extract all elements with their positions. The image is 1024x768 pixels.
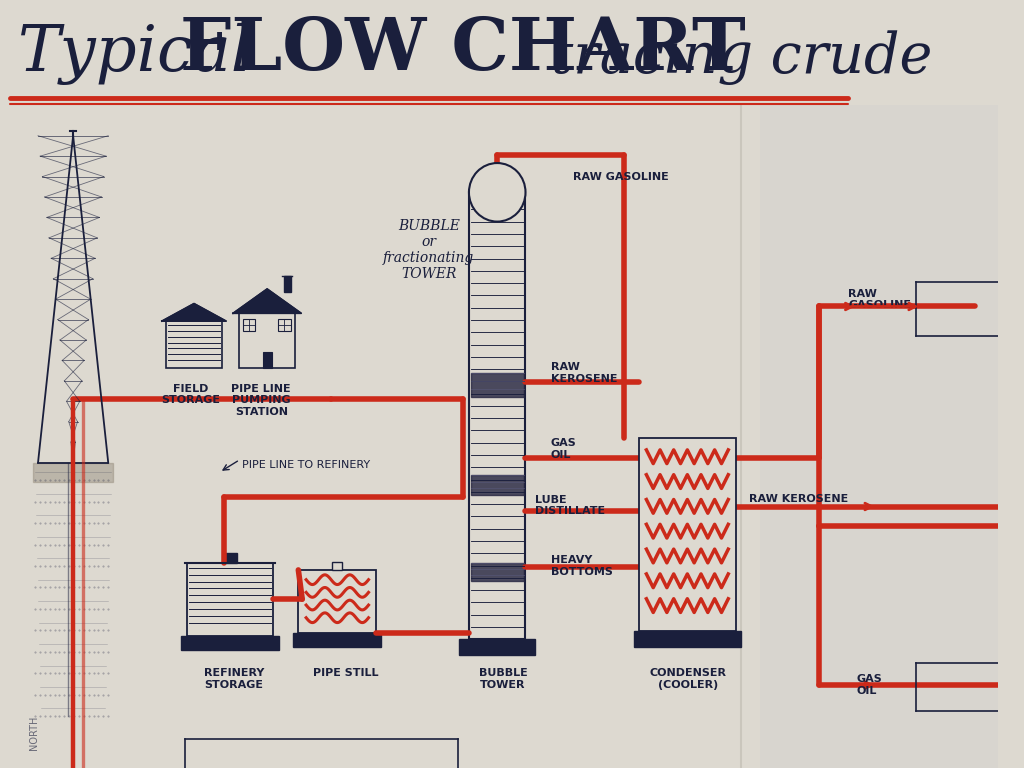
Polygon shape [471,475,523,495]
Bar [243,319,255,331]
Polygon shape [471,563,523,581]
Text: CONDENSER
(COOLER): CONDENSER (COOLER) [650,668,727,690]
Bar [294,634,381,647]
Bar [239,313,295,368]
Text: REFINERY
STORAGE: REFINERY STORAGE [204,668,264,690]
Text: PIPE LINE TO REFINERY: PIPE LINE TO REFINERY [242,460,370,470]
Polygon shape [471,372,523,397]
Text: RAW
KEROSENE: RAW KEROSENE [551,362,617,384]
Bar [223,553,237,563]
Text: FIELD
STORAGE: FIELD STORAGE [162,383,220,406]
Bar [284,276,291,292]
Bar [469,192,525,639]
Bar [333,562,342,570]
Text: PIPE STILL: PIPE STILL [313,668,379,678]
Text: Typical: Typical [17,23,252,85]
Bar [187,563,273,636]
Bar [639,439,736,631]
Text: tracing crude: tracing crude [551,30,932,85]
Text: BUBBLE
TOWER: BUBBLE TOWER [478,668,527,690]
Text: FLOW CHART: FLOW CHART [180,14,746,85]
Text: RAW KEROSENE: RAW KEROSENE [749,494,848,504]
Bar [181,636,279,650]
Text: LUBE
DISTILLATE: LUBE DISTILLATE [536,495,605,516]
Text: HEAVY
BOTTOMS: HEAVY BOTTOMS [551,555,612,577]
Text: GAS
OIL: GAS OIL [551,439,577,460]
Bar [459,639,536,655]
Polygon shape [233,289,301,313]
Text: RAW GASOLINE: RAW GASOLINE [573,172,669,182]
Text: BUBBLE
or
fractionating
TOWER: BUBBLE or fractionating TOWER [383,219,474,281]
Bar [263,353,272,368]
Bar [634,631,741,647]
Text: NORTH: NORTH [30,716,39,750]
Text: PIPE LINE
PUMPING
STATION: PIPE LINE PUMPING STATION [231,383,291,417]
Bar [278,319,291,331]
Ellipse shape [469,163,525,222]
Bar [298,570,377,634]
Text: RAW
GASOLINE: RAW GASOLINE [848,289,911,310]
Polygon shape [33,462,113,482]
Text: GAS
OIL: GAS OIL [856,674,882,696]
Polygon shape [162,303,226,321]
Bar [761,104,998,768]
Bar [166,321,222,368]
